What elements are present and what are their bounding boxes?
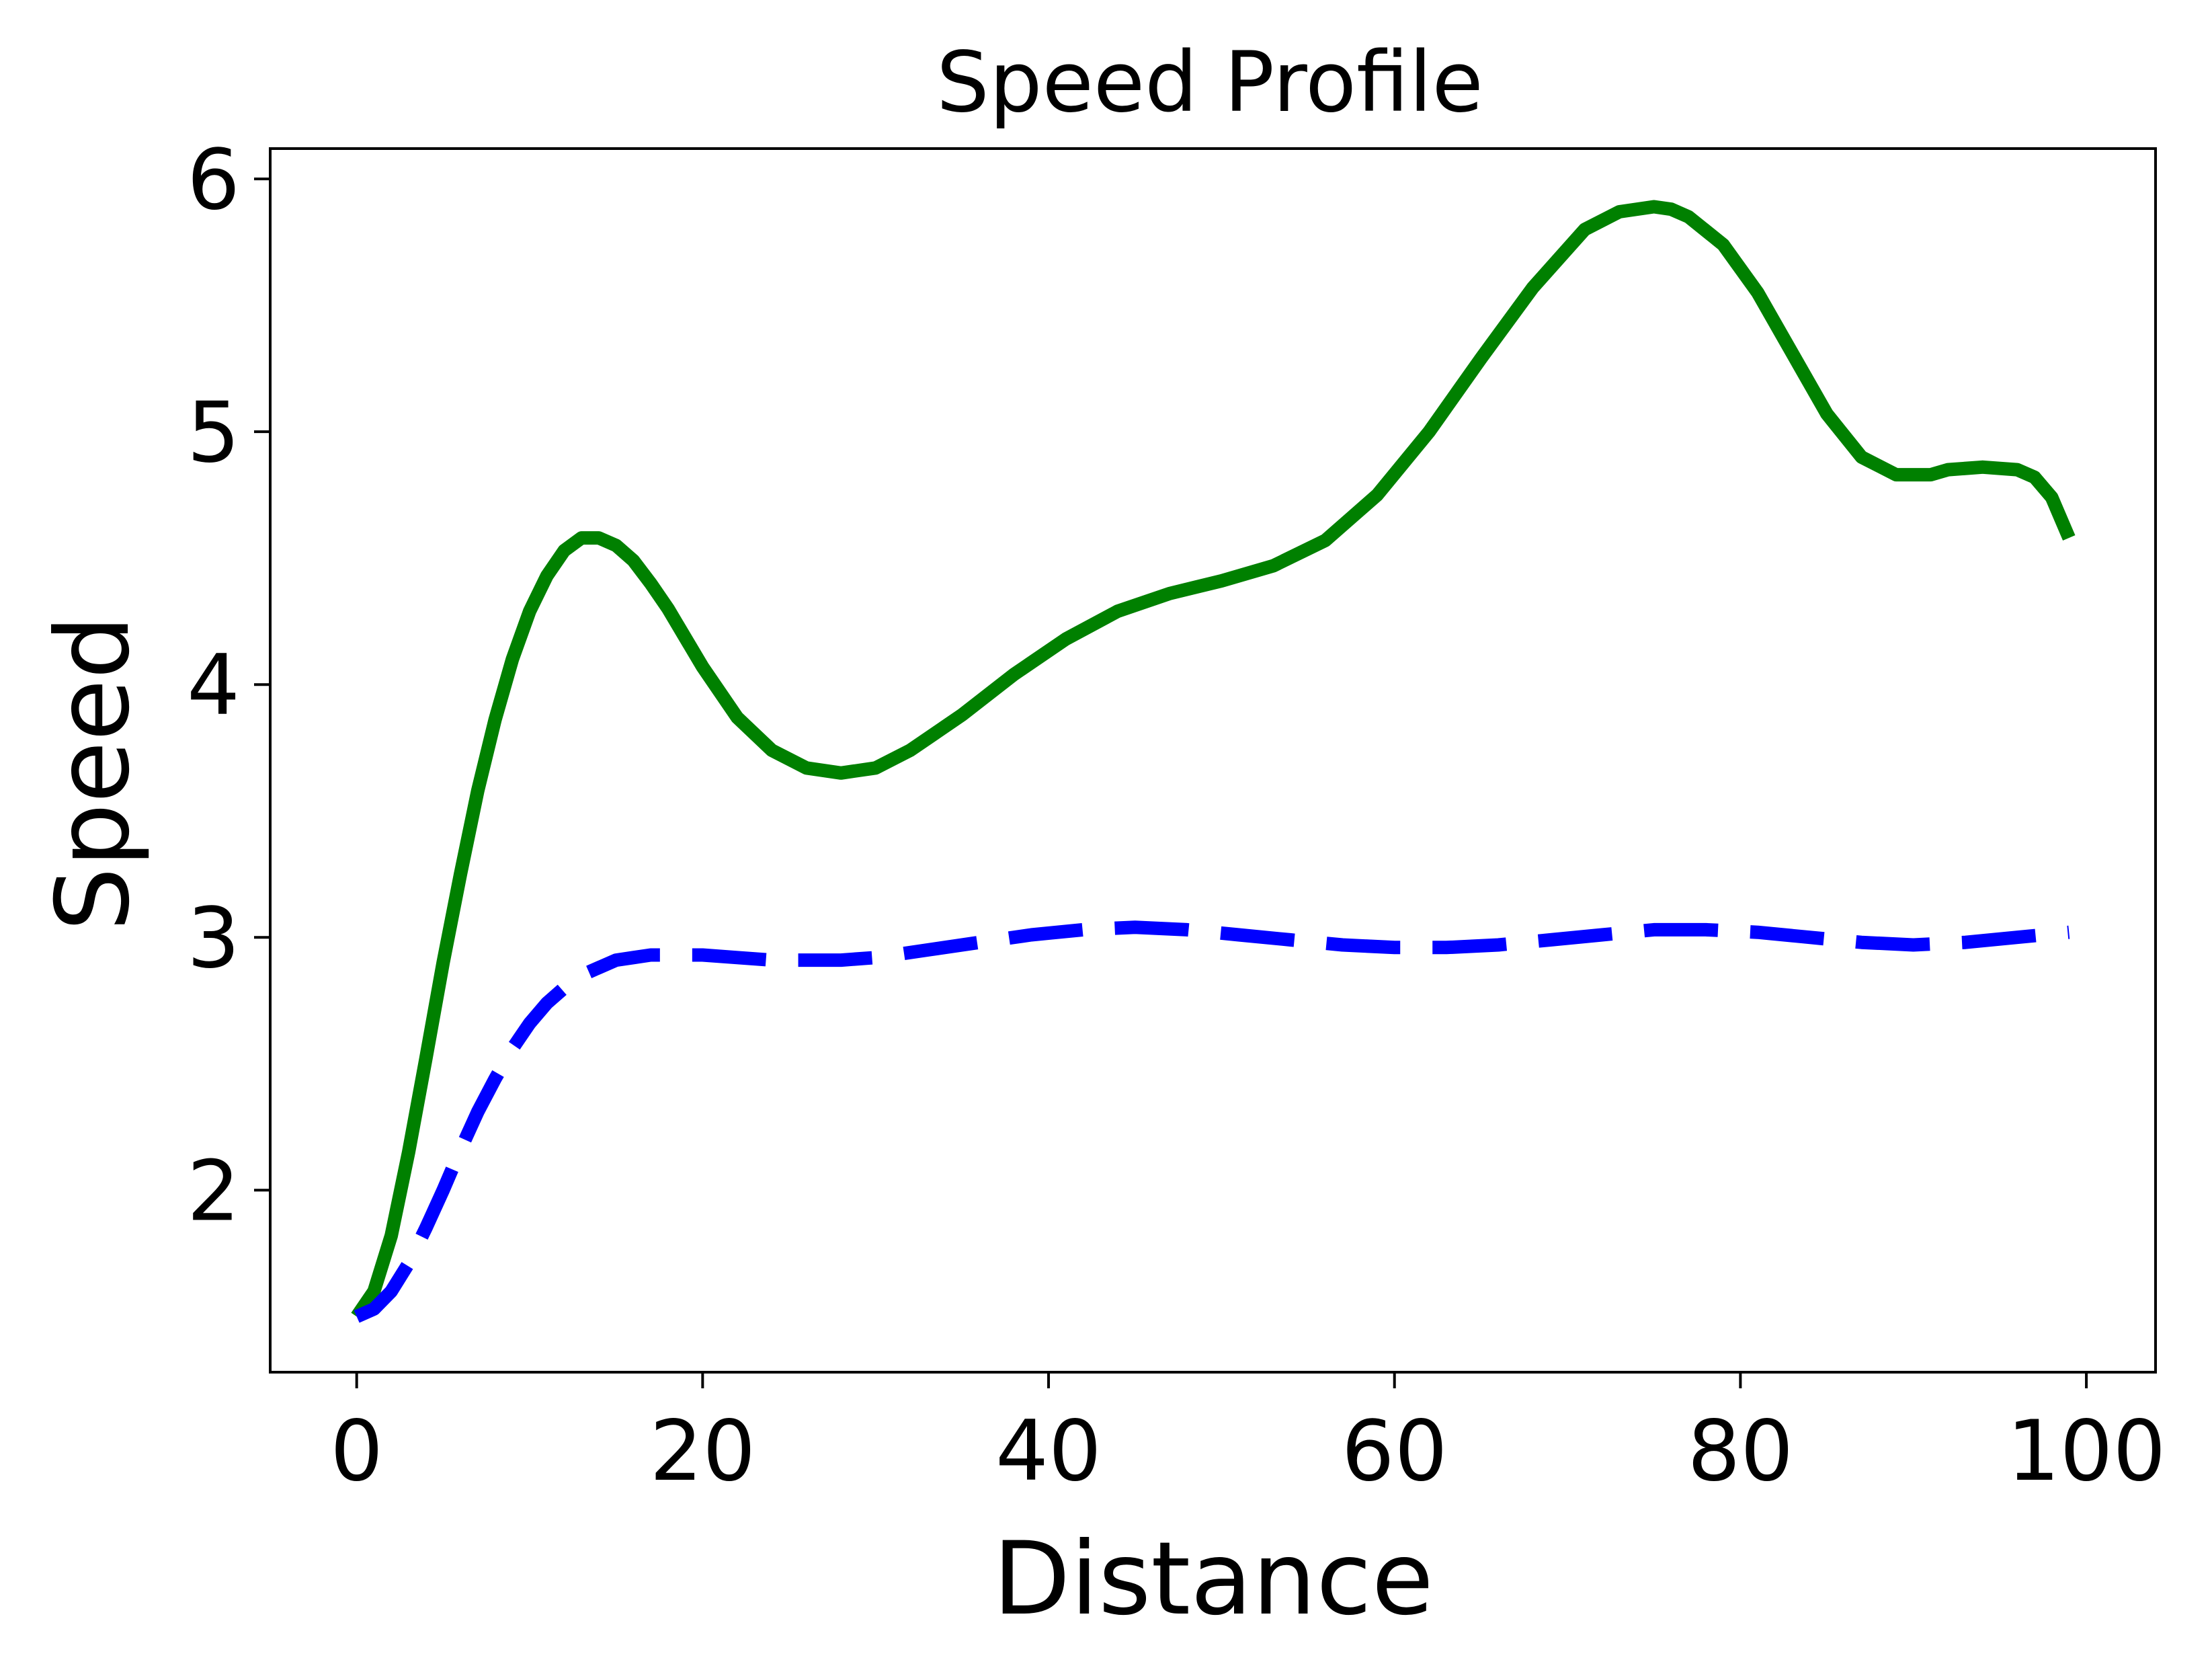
series-layer bbox=[351, 200, 2076, 1323]
x-tick-label: 60 bbox=[1342, 1403, 1448, 1500]
y-axis-label: Speed bbox=[35, 615, 152, 931]
series-line-2 bbox=[354, 920, 2070, 1323]
y-tick-label: 4 bbox=[187, 637, 240, 734]
chart-title: Speed Profile bbox=[936, 34, 1483, 131]
y-axis: 2 3 4 5 6 bbox=[187, 132, 270, 1240]
x-tick-label: 20 bbox=[649, 1403, 755, 1500]
y-tick-label: 2 bbox=[187, 1143, 240, 1240]
x-tick-label: 100 bbox=[2007, 1403, 2166, 1500]
x-tick-label: 80 bbox=[1687, 1403, 1793, 1500]
y-tick-label: 5 bbox=[187, 385, 240, 481]
x-axis: 0 20 40 60 80 100 bbox=[269, 147, 2166, 1500]
plot-frame bbox=[269, 147, 2157, 1374]
x-tick-label: 0 bbox=[330, 1403, 383, 1500]
x-tick-label: 40 bbox=[995, 1403, 1102, 1500]
y-tick-label: 3 bbox=[187, 890, 240, 987]
y-tick-label: 6 bbox=[187, 132, 240, 229]
x-axis-label: Distance bbox=[993, 1521, 1434, 1638]
series-line-1 bbox=[351, 200, 2076, 1320]
